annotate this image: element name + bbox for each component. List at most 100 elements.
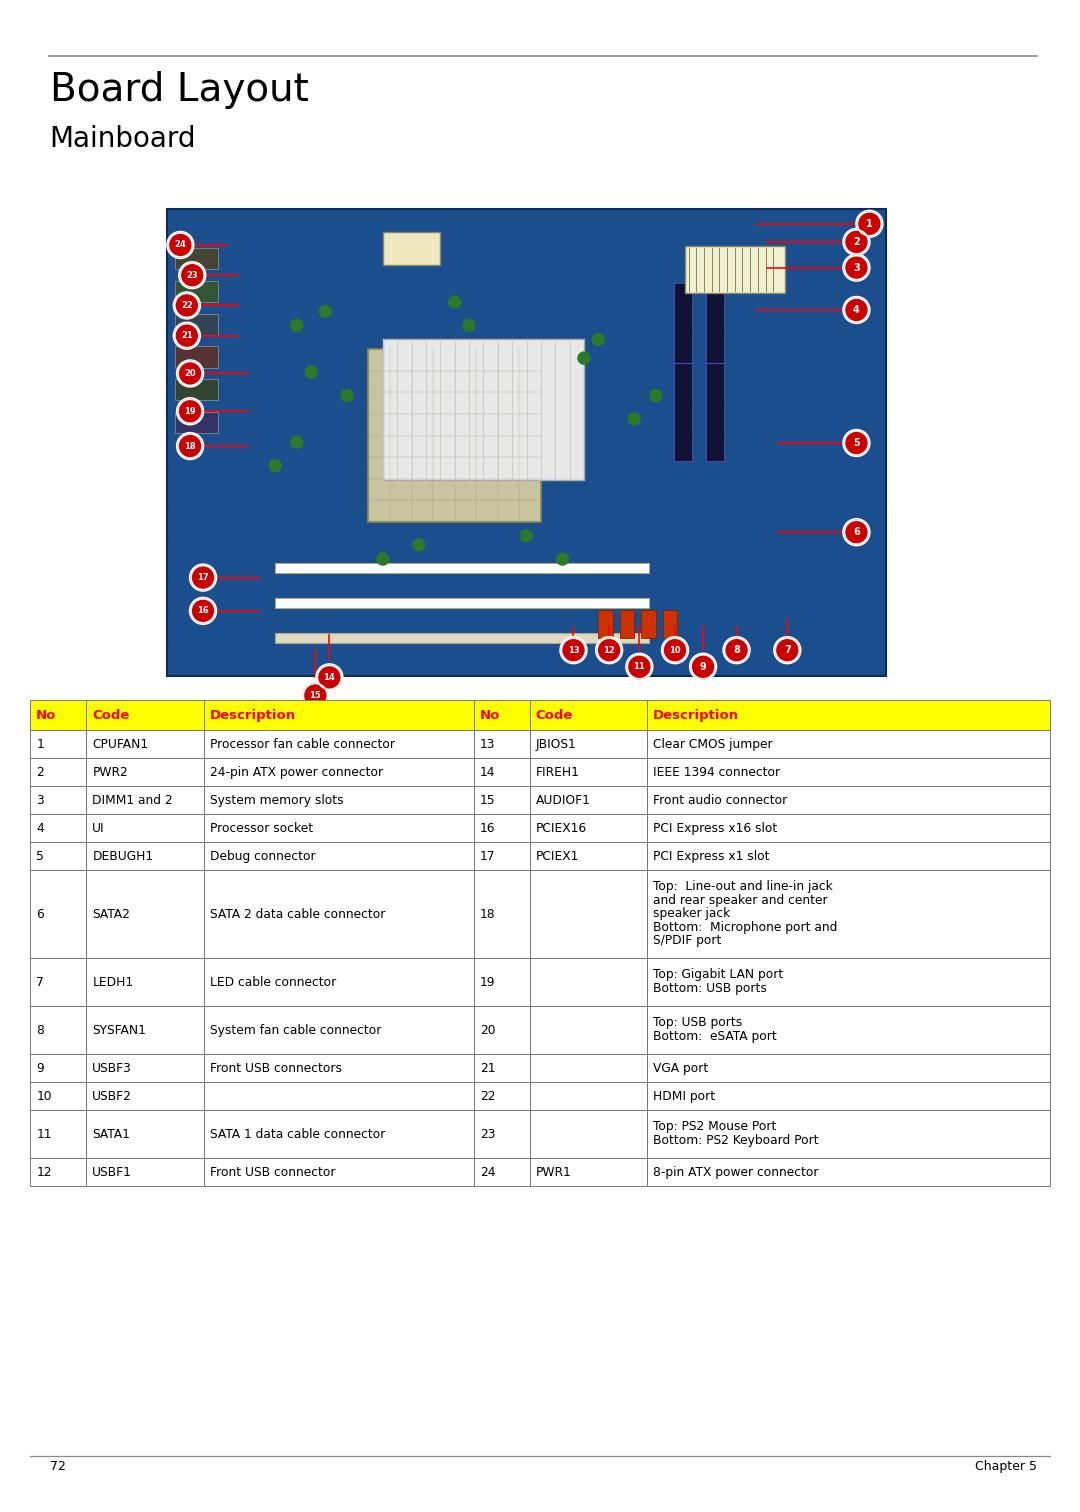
FancyBboxPatch shape xyxy=(530,813,647,842)
FancyBboxPatch shape xyxy=(530,730,647,758)
Circle shape xyxy=(556,553,568,565)
FancyBboxPatch shape xyxy=(474,1158,530,1185)
Text: PWR1: PWR1 xyxy=(536,1166,571,1178)
Text: 7: 7 xyxy=(784,646,791,655)
FancyBboxPatch shape xyxy=(203,758,474,786)
FancyBboxPatch shape xyxy=(30,869,86,959)
FancyBboxPatch shape xyxy=(530,1005,647,1054)
Text: 14: 14 xyxy=(480,765,496,779)
Text: 22: 22 xyxy=(480,1090,496,1102)
FancyBboxPatch shape xyxy=(203,1158,474,1185)
FancyBboxPatch shape xyxy=(203,700,474,730)
Text: Description: Description xyxy=(653,709,739,721)
Text: 1: 1 xyxy=(866,219,873,228)
Circle shape xyxy=(845,520,868,544)
FancyBboxPatch shape xyxy=(647,1005,1050,1054)
Text: 11: 11 xyxy=(634,662,645,671)
Text: 12: 12 xyxy=(604,646,615,655)
FancyBboxPatch shape xyxy=(685,246,785,293)
Circle shape xyxy=(773,637,800,664)
FancyBboxPatch shape xyxy=(203,786,474,813)
Circle shape xyxy=(190,597,216,624)
Text: USBF3: USBF3 xyxy=(92,1061,132,1075)
Text: Top: USB ports: Top: USB ports xyxy=(653,1016,742,1030)
FancyBboxPatch shape xyxy=(86,730,203,758)
Text: Chapter 5: Chapter 5 xyxy=(975,1461,1037,1473)
FancyBboxPatch shape xyxy=(203,1083,474,1110)
Text: 19: 19 xyxy=(480,975,496,989)
Text: Description: Description xyxy=(210,709,296,721)
Text: 13: 13 xyxy=(568,646,579,655)
Text: 24: 24 xyxy=(480,1166,496,1178)
Circle shape xyxy=(191,565,215,590)
Circle shape xyxy=(291,437,302,448)
Text: 21: 21 xyxy=(480,1061,496,1075)
Text: 15: 15 xyxy=(480,794,496,806)
Circle shape xyxy=(597,638,621,662)
Text: 7: 7 xyxy=(37,975,44,989)
FancyBboxPatch shape xyxy=(30,1110,86,1158)
Text: UI: UI xyxy=(92,821,105,835)
Text: 10: 10 xyxy=(670,646,680,655)
Text: USBF2: USBF2 xyxy=(92,1090,132,1102)
Circle shape xyxy=(191,599,215,623)
Circle shape xyxy=(178,399,202,423)
FancyBboxPatch shape xyxy=(530,758,647,786)
Text: Board Layout: Board Layout xyxy=(50,71,309,109)
FancyBboxPatch shape xyxy=(474,730,530,758)
FancyBboxPatch shape xyxy=(86,869,203,959)
Circle shape xyxy=(448,296,461,308)
Circle shape xyxy=(595,637,622,664)
Circle shape xyxy=(320,305,332,318)
Text: Bottom:  Microphone port and: Bottom: Microphone port and xyxy=(653,921,837,933)
Circle shape xyxy=(843,228,870,256)
Text: Top: Gigabit LAN port: Top: Gigabit LAN port xyxy=(653,968,783,981)
Text: 72: 72 xyxy=(50,1461,66,1473)
Text: Clear CMOS jumper: Clear CMOS jumper xyxy=(653,738,772,750)
FancyBboxPatch shape xyxy=(474,786,530,813)
Text: SATA1: SATA1 xyxy=(92,1128,131,1140)
Circle shape xyxy=(845,230,868,254)
Circle shape xyxy=(724,637,751,664)
Text: S/PDIF port: S/PDIF port xyxy=(653,934,721,947)
Circle shape xyxy=(843,296,870,324)
FancyBboxPatch shape xyxy=(663,611,677,638)
FancyBboxPatch shape xyxy=(647,700,1050,730)
Circle shape xyxy=(190,564,216,591)
Text: Front USB connectors: Front USB connectors xyxy=(210,1061,341,1075)
Text: 4: 4 xyxy=(853,305,860,314)
Text: 5: 5 xyxy=(853,438,860,448)
Text: 3: 3 xyxy=(37,794,44,806)
Text: 13: 13 xyxy=(480,738,496,750)
Text: SYSFAN1: SYSFAN1 xyxy=(92,1024,146,1037)
FancyBboxPatch shape xyxy=(86,1083,203,1110)
Text: Code: Code xyxy=(92,709,130,721)
Text: PCIEX1: PCIEX1 xyxy=(536,850,579,862)
Text: 19: 19 xyxy=(185,407,195,416)
FancyBboxPatch shape xyxy=(647,786,1050,813)
FancyBboxPatch shape xyxy=(175,248,218,269)
Circle shape xyxy=(626,653,652,680)
Circle shape xyxy=(168,233,192,257)
FancyBboxPatch shape xyxy=(474,1054,530,1083)
Circle shape xyxy=(725,638,748,662)
Text: PCIEX16: PCIEX16 xyxy=(536,821,586,835)
Circle shape xyxy=(173,292,200,319)
FancyBboxPatch shape xyxy=(474,1005,530,1054)
Circle shape xyxy=(592,334,605,345)
Text: 16: 16 xyxy=(480,821,496,835)
Text: Top:  Line-out and line-in jack: Top: Line-out and line-in jack xyxy=(653,880,833,894)
Text: VGA port: VGA port xyxy=(653,1061,708,1075)
FancyBboxPatch shape xyxy=(647,1054,1050,1083)
FancyBboxPatch shape xyxy=(530,1158,647,1185)
Text: Front audio connector: Front audio connector xyxy=(653,794,787,806)
Circle shape xyxy=(690,653,717,680)
Text: 9: 9 xyxy=(700,662,706,671)
Text: LED cable connector: LED cable connector xyxy=(210,975,336,989)
FancyBboxPatch shape xyxy=(474,1110,530,1158)
Circle shape xyxy=(180,263,204,287)
Text: HDMI port: HDMI port xyxy=(653,1090,715,1102)
FancyBboxPatch shape xyxy=(203,813,474,842)
Circle shape xyxy=(176,360,203,387)
FancyBboxPatch shape xyxy=(86,1005,203,1054)
